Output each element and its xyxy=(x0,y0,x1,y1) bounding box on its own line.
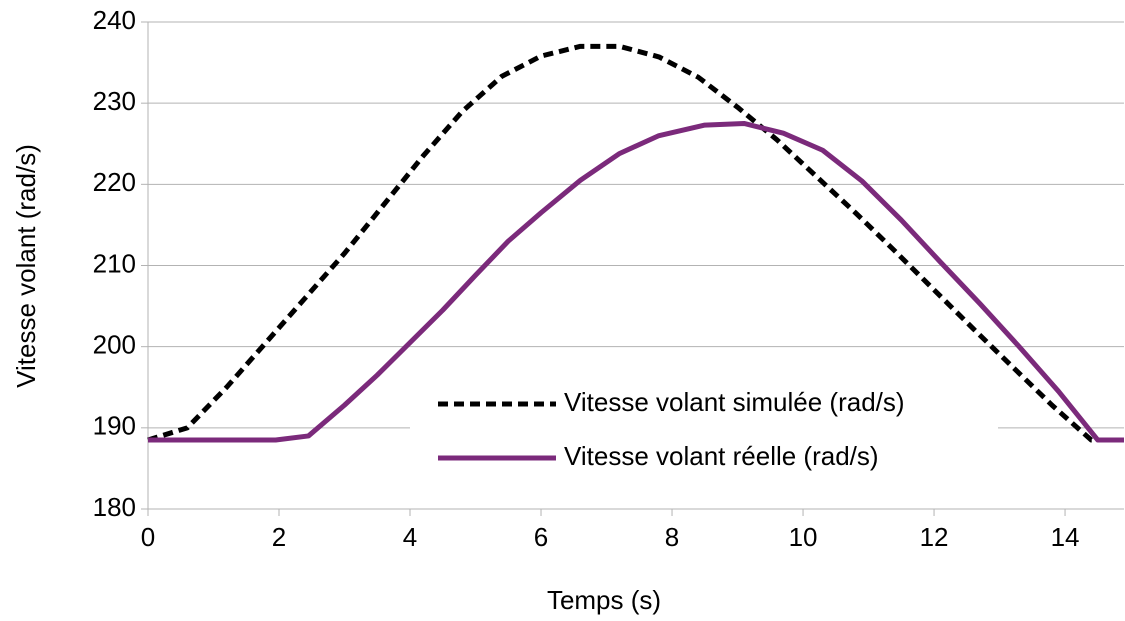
legend-label: Vitesse volant simulée (rad/s) xyxy=(564,387,905,417)
x-axis-label: Temps (s) xyxy=(547,585,661,615)
y-tick-label: 240 xyxy=(93,5,136,35)
x-tick-label: 4 xyxy=(403,522,417,552)
x-tick-label: 2 xyxy=(272,522,286,552)
legend-label: Vitesse volant réelle (rad/s) xyxy=(564,441,879,471)
x-tick-label: 0 xyxy=(141,522,155,552)
legend-box xyxy=(410,378,998,482)
y-tick-label: 180 xyxy=(93,492,136,522)
line-series xyxy=(147,43,1124,443)
x-tick-label: 14 xyxy=(1051,522,1080,552)
line-series xyxy=(148,120,1124,443)
y-tick-label: 230 xyxy=(93,86,136,116)
x-tick-label: 10 xyxy=(789,522,818,552)
y-tick-label: 200 xyxy=(93,330,136,360)
y-tick-label: 210 xyxy=(93,248,136,278)
y-tick-label: 220 xyxy=(93,167,136,197)
x-tick-label: 8 xyxy=(665,522,679,552)
y-axis-label: Vitesse volant (rad/s) xyxy=(11,144,41,388)
x-tick-label: 6 xyxy=(534,522,548,552)
y-tick-label: 190 xyxy=(93,411,136,441)
x-tick-label: 12 xyxy=(920,522,949,552)
